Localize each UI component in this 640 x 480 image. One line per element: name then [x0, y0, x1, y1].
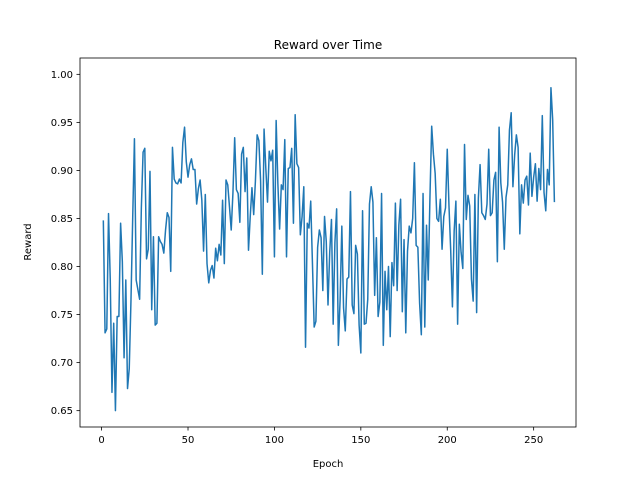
x-tick-label: 0 — [98, 435, 104, 446]
y-axis-ticks: 0.65 0.70 0.75 0.80 0.85 0.90 0.95 1.00 — [51, 70, 80, 417]
x-tick-label: 250 — [524, 435, 543, 446]
y-tick-label: 0.75 — [51, 310, 73, 321]
x-tick-label: 150 — [351, 435, 370, 446]
y-tick-label: 0.95 — [51, 118, 73, 129]
plot-frame — [79, 57, 577, 428]
y-tick-label: 0.70 — [51, 358, 73, 369]
series-line — [102, 87, 556, 412]
y-tick-label: 0.65 — [51, 406, 73, 417]
x-tick-label: 50 — [182, 435, 195, 446]
y-tick-label: 0.90 — [51, 166, 73, 177]
plot-area — [80, 58, 576, 427]
y-tick-label: 0.85 — [51, 214, 73, 225]
y-axis-label: Reward — [23, 223, 34, 260]
x-axis-ticks: 0 50 100 150 200 250 — [98, 427, 543, 446]
x-tick-label: 200 — [438, 435, 457, 446]
x-axis-label: Epoch — [313, 459, 344, 470]
y-tick-label: 1.00 — [51, 70, 73, 81]
chart-title: Reward over Time — [274, 38, 382, 52]
x-tick-label: 100 — [265, 435, 284, 446]
y-tick-label: 0.80 — [51, 262, 73, 273]
